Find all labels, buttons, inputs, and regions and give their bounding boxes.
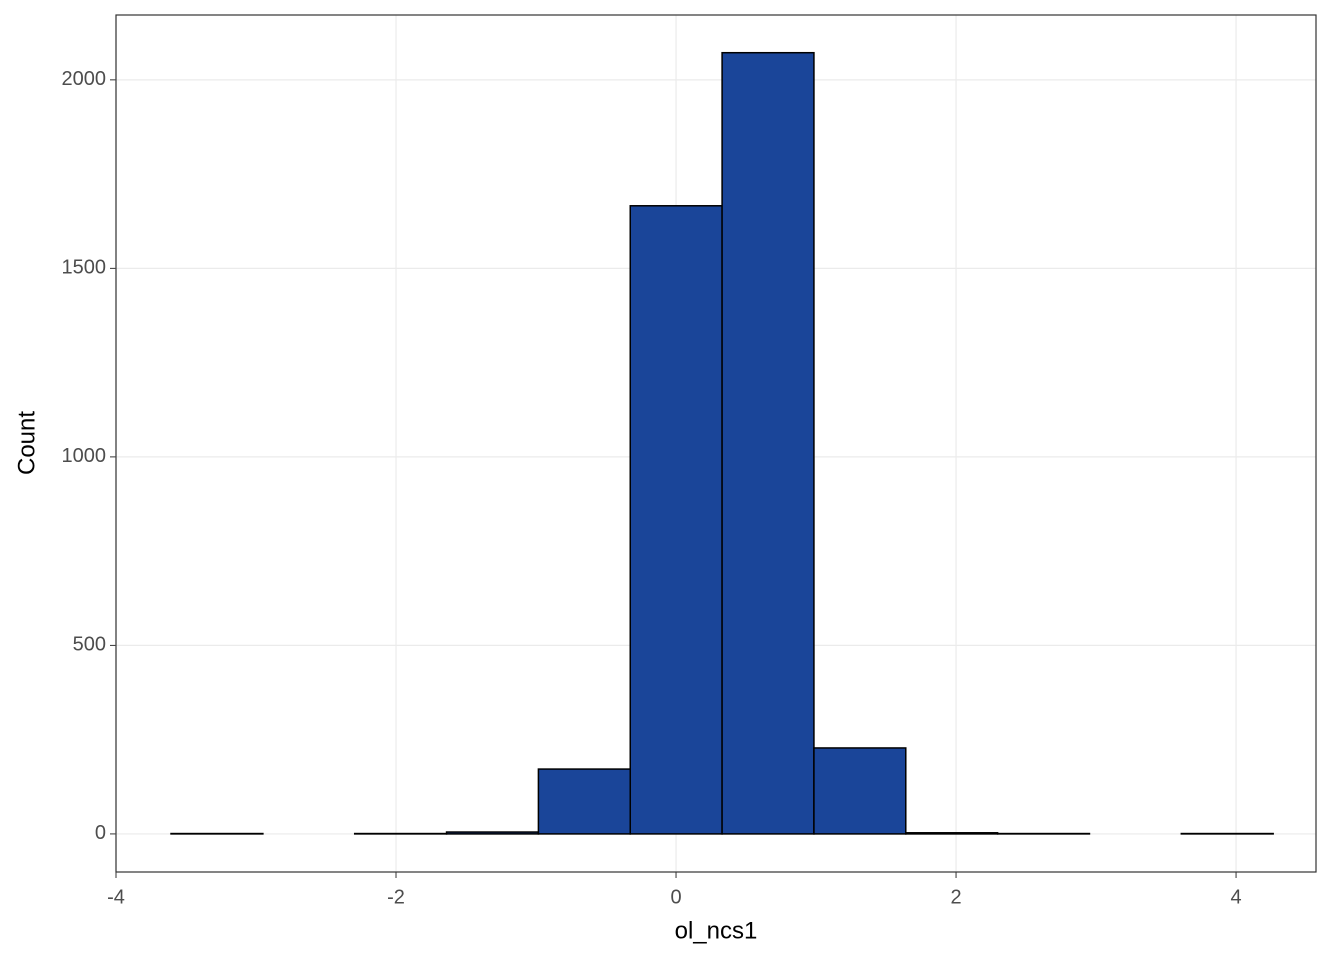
x-tick-label: 2 — [950, 886, 961, 908]
bar — [629, 205, 723, 835]
y-tick-label: 500 — [73, 634, 106, 656]
x-tick-label: -2 — [387, 886, 405, 908]
y-tick-label: 0 — [95, 822, 106, 844]
bar — [445, 831, 540, 835]
x-axis-title: ol_ncs1 — [675, 917, 758, 944]
x-tick-label: 0 — [670, 886, 681, 908]
y-axis-title: Count — [13, 411, 40, 475]
y-tick-label: 1500 — [62, 257, 107, 279]
bar — [905, 832, 999, 835]
bar — [721, 51, 815, 835]
y-tick-label: 1000 — [62, 445, 107, 467]
y-tick-label: 2000 — [62, 68, 107, 90]
bar — [813, 747, 907, 835]
x-tick-label: 4 — [1230, 886, 1241, 908]
bar — [537, 768, 631, 835]
x-tick-label: -4 — [107, 886, 125, 908]
panel-border — [115, 14, 1317, 873]
